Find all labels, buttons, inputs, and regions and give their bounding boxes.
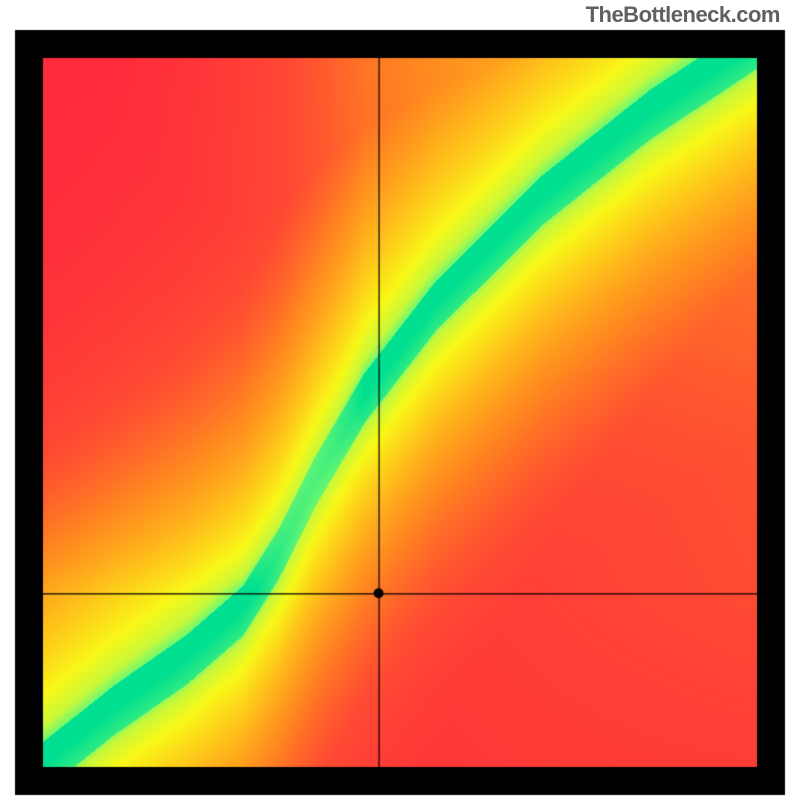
bottleneck-heatmap	[0, 0, 800, 800]
chart-container: TheBottleneck.com	[0, 0, 800, 800]
watermark-text: TheBottleneck.com	[586, 2, 780, 28]
